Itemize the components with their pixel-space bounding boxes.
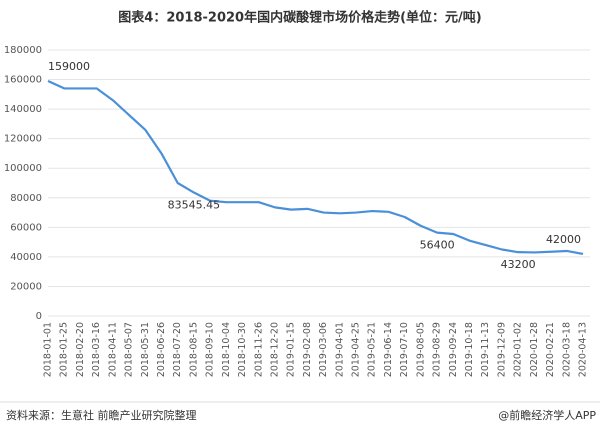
x-tick-label: 2018-05-31	[140, 322, 151, 377]
x-tick-label: 2018-06-26	[156, 322, 167, 377]
x-tick-label: 2018-01-01	[43, 322, 54, 377]
x-tick-label: 2018-01-25	[59, 322, 70, 377]
x-tick-label: 2018-10-30	[237, 322, 248, 377]
x-tick-label: 2019-02-08	[302, 322, 313, 377]
x-tick-label: 2019-04-25	[351, 322, 362, 377]
x-tick-label: 2019-11-13	[480, 322, 491, 377]
x-tick-label: 2019-07-10	[399, 322, 410, 377]
y-tick-label: 20000	[10, 281, 42, 292]
x-tick-label: 2019-08-29	[432, 322, 443, 377]
x-tick-label: 2019-06-14	[383, 322, 394, 377]
price-line	[47, 80, 584, 256]
brand: @前瞻经济学人APP	[498, 408, 596, 422]
x-tick-label: 2020-01-02	[513, 322, 524, 377]
x-tick-label: 2018-12-20	[269, 322, 280, 377]
y-tick-label: 60000	[10, 222, 42, 233]
x-tick-label: 2018-09-10	[205, 322, 216, 377]
x-tick-label: 2019-08-05	[415, 322, 426, 377]
y-tick-label: 180000	[4, 45, 42, 56]
x-tick-label: 2019-04-01	[334, 322, 345, 377]
x-tick-label: 2018-05-07	[124, 322, 135, 377]
data-label: 56400	[420, 239, 455, 252]
source-note: 资料来源：生意社 前瞻产业研究院整理	[6, 408, 197, 422]
x-tick-label: 2019-09-24	[448, 322, 459, 377]
x-tick-label: 2019-12-09	[496, 322, 507, 377]
y-tick-label: 100000	[4, 163, 42, 174]
x-tick-label: 2018-02-20	[75, 322, 86, 377]
x-tick-label: 2018-03-16	[91, 322, 102, 377]
data-label: 83545.45	[168, 199, 221, 212]
x-tick-label: 2020-02-21	[545, 322, 556, 377]
x-tick-label: 2019-10-18	[464, 322, 475, 377]
data-label: 42000	[546, 233, 581, 246]
data-label: 159000	[48, 60, 90, 73]
x-tick-label: 2018-11-26	[253, 322, 264, 377]
x-tick-label: 2018-10-04	[221, 322, 232, 377]
x-tick-label: 2018-04-11	[107, 322, 118, 377]
y-tick-label: 120000	[4, 134, 42, 145]
x-tick-label: 2020-01-28	[529, 322, 540, 377]
y-tick-label: 160000	[4, 75, 42, 86]
x-tick-label: 2018-08-15	[188, 322, 199, 377]
x-tick-label: 2019-01-15	[286, 322, 297, 377]
x-tick-label: 2019-05-21	[367, 322, 378, 377]
x-tick-label: 2019-03-06	[318, 322, 329, 377]
x-tick-label: 2020-03-18	[561, 322, 572, 377]
x-tick-label: 2018-07-20	[172, 322, 183, 377]
chart-title: 图表4：2018-2020年国内碳酸锂市场价格走势(单位：元/吨)	[118, 10, 481, 26]
data-label: 43200	[501, 258, 536, 271]
x-tick-label: 2020-04-13	[578, 322, 589, 377]
y-tick-label: 0	[36, 311, 42, 322]
y-tick-label: 80000	[10, 193, 42, 204]
y-tick-label: 40000	[10, 252, 42, 263]
y-tick-label: 140000	[4, 104, 42, 115]
